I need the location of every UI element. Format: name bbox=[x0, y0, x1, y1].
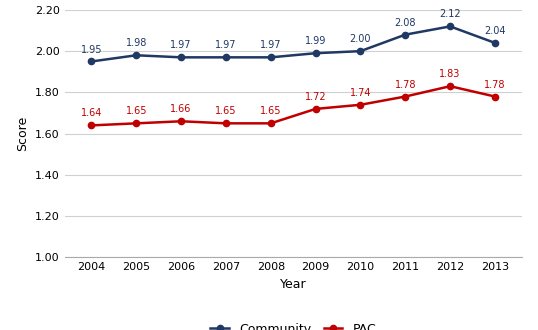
Line: Community: Community bbox=[88, 23, 498, 65]
Text: 1.97: 1.97 bbox=[260, 40, 281, 50]
Text: 1.65: 1.65 bbox=[125, 106, 147, 116]
Community bbox=[492, 41, 498, 45]
Text: 1.65: 1.65 bbox=[260, 106, 281, 116]
PAC bbox=[178, 119, 185, 123]
Text: 1.83: 1.83 bbox=[440, 69, 461, 79]
PAC bbox=[223, 121, 229, 125]
Community bbox=[357, 49, 364, 53]
Text: 1.74: 1.74 bbox=[350, 88, 371, 98]
PAC bbox=[357, 103, 364, 107]
Legend: Community, PAC: Community, PAC bbox=[206, 318, 381, 330]
PAC bbox=[492, 95, 498, 99]
Community bbox=[223, 55, 229, 59]
PAC bbox=[133, 121, 139, 125]
Line: PAC: PAC bbox=[88, 83, 498, 128]
Text: 2.08: 2.08 bbox=[394, 18, 416, 28]
Text: 2.04: 2.04 bbox=[484, 26, 506, 36]
Text: 1.99: 1.99 bbox=[305, 36, 327, 46]
Text: 1.98: 1.98 bbox=[125, 38, 147, 48]
Text: 1.78: 1.78 bbox=[394, 80, 416, 89]
Text: 1.78: 1.78 bbox=[484, 80, 506, 89]
PAC bbox=[402, 95, 408, 99]
PAC bbox=[267, 121, 274, 125]
Community bbox=[267, 55, 274, 59]
Text: 1.66: 1.66 bbox=[171, 104, 192, 114]
Text: 1.97: 1.97 bbox=[171, 40, 192, 50]
Text: 2.00: 2.00 bbox=[350, 34, 371, 44]
Community bbox=[313, 51, 319, 55]
PAC bbox=[447, 84, 454, 88]
X-axis label: Year: Year bbox=[280, 278, 307, 291]
Y-axis label: Score: Score bbox=[16, 116, 29, 151]
Text: 1.64: 1.64 bbox=[81, 109, 102, 118]
Text: 1.95: 1.95 bbox=[81, 45, 102, 54]
PAC bbox=[88, 123, 95, 127]
Text: 1.65: 1.65 bbox=[215, 106, 237, 116]
Text: 1.72: 1.72 bbox=[305, 92, 327, 102]
Text: 2.12: 2.12 bbox=[440, 10, 461, 19]
Community bbox=[133, 53, 139, 57]
Community bbox=[88, 59, 95, 63]
Community bbox=[447, 24, 454, 28]
Community bbox=[178, 55, 185, 59]
PAC bbox=[313, 107, 319, 111]
Community bbox=[402, 33, 408, 37]
Text: 1.97: 1.97 bbox=[215, 40, 237, 50]
